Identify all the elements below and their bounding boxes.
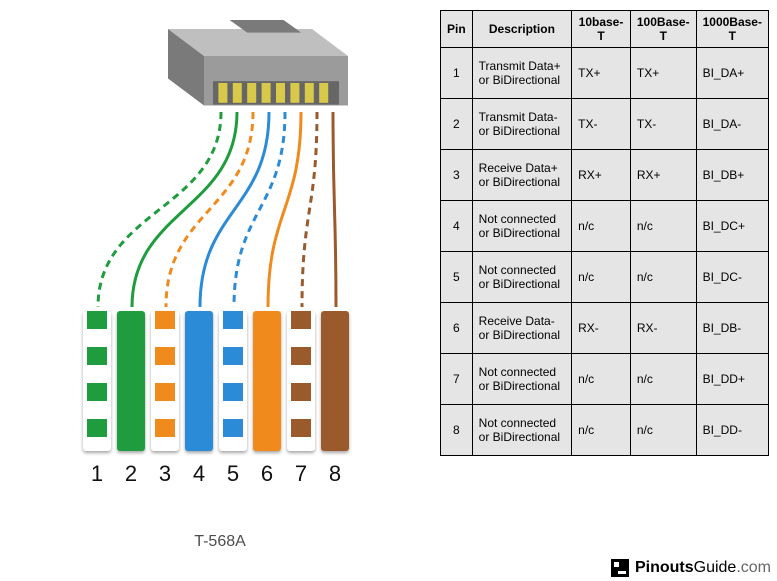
table-row: 7Not connected or BiDirectionaln/cn/cBI_… [441,354,769,405]
desc-cell: Not connected or BiDirectional [472,201,571,252]
signal-cell: BI_DA+ [696,48,768,99]
signal-cell: n/c [572,252,631,303]
signal-cell: TX+ [572,48,631,99]
table-row: 6Receive Data- or BiDirectionalRX-RX-BI_… [441,303,769,354]
signal-cell: n/c [572,354,631,405]
pinout-table: PinDescription10base-T100Base-T1000Base-… [440,10,769,456]
col-header: Pin [441,11,473,48]
signal-cell: n/c [630,405,696,456]
signal-cell: BI_DA- [696,99,768,150]
pin-number: 3 [159,461,171,487]
pin-number: 1 [91,461,103,487]
pin-number: 8 [329,461,341,487]
desc-cell: Transmit Data- or BiDirectional [472,99,571,150]
signal-cell: BI_DB+ [696,150,768,201]
pin-color-row: 12345678 [82,311,350,487]
desc-cell: Receive Data- or BiDirectional [472,303,571,354]
col-header: 10base-T [572,11,631,48]
desc-cell: Receive Data+ or BiDirectional [472,150,571,201]
signal-cell: TX- [572,99,631,150]
solid-blue-block [185,311,213,451]
pin-cell: 7 [441,354,473,405]
pin-number: 7 [295,461,307,487]
pin-6: 6 [252,311,282,487]
table-row: 2Transmit Data- or BiDirectionalTX-TX-BI… [441,99,769,150]
signal-cell: n/c [630,354,696,405]
solid-brown-block [321,311,349,451]
pin-7: 7 [286,311,316,487]
desc-cell: Not connected or BiDirectional [472,252,571,303]
pin-cell: 1 [441,48,473,99]
desc-cell: Transmit Data+ or BiDirectional [472,48,571,99]
table-row: 4Not connected or BiDirectionaln/cn/cBI_… [441,201,769,252]
pin-number: 4 [193,461,205,487]
pin-1: 1 [82,311,112,487]
table-panel: PinDescription10base-T100Base-T1000Base-… [440,0,777,581]
desc-cell: Not connected or BiDirectional [472,354,571,405]
signal-cell: BI_DC- [696,252,768,303]
col-header: Description [472,11,571,48]
signal-cell: RX+ [572,150,631,201]
signal-cell: RX+ [630,150,696,201]
pin-3: 3 [150,311,180,487]
pin-cell: 4 [441,201,473,252]
footer-credit: PinoutsGuide.com [611,559,771,577]
diagram-caption: T-568A [0,533,440,551]
table-row: 1Transmit Data+ or BiDirectionalTX+TX+BI… [441,48,769,99]
table-row: 3Receive Data+ or BiDirectionalRX+RX+BI_… [441,150,769,201]
solid-orange-block [253,311,281,451]
chip-icon [611,559,629,577]
wire-fan [0,0,440,360]
col-header: 1000Base-T [696,11,768,48]
striped-brown-block [287,311,315,451]
signal-cell: n/c [572,405,631,456]
pin-2: 2 [116,311,146,487]
desc-cell: Not connected or BiDirectional [472,405,571,456]
striped-orange-block [151,311,179,451]
signal-cell: n/c [630,201,696,252]
pin-cell: 6 [441,303,473,354]
pin-5: 5 [218,311,248,487]
diagram-panel: 12345678 T-568A [0,0,440,581]
pin-cell: 2 [441,99,473,150]
pin-8: 8 [320,311,350,487]
pin-4: 4 [184,311,214,487]
signal-cell: n/c [572,201,631,252]
signal-cell: BI_DD- [696,405,768,456]
pin-cell: 8 [441,405,473,456]
signal-cell: BI_DC+ [696,201,768,252]
signal-cell: TX+ [630,48,696,99]
pin-cell: 5 [441,252,473,303]
signal-cell: BI_DD+ [696,354,768,405]
col-header: 100Base-T [630,11,696,48]
footer-text: PinoutsGuide.com [635,559,771,577]
signal-cell: TX- [630,99,696,150]
striped-blue-block [219,311,247,451]
signal-cell: n/c [630,252,696,303]
striped-green-block [83,311,111,451]
pin-number: 6 [261,461,273,487]
pin-number: 2 [125,461,137,487]
table-row: 5Not connected or BiDirectionaln/cn/cBI_… [441,252,769,303]
pin-number: 5 [227,461,239,487]
pin-cell: 3 [441,150,473,201]
signal-cell: RX- [572,303,631,354]
signal-cell: RX- [630,303,696,354]
table-row: 8Not connected or BiDirectionaln/cn/cBI_… [441,405,769,456]
signal-cell: BI_DB- [696,303,768,354]
solid-green-block [117,311,145,451]
